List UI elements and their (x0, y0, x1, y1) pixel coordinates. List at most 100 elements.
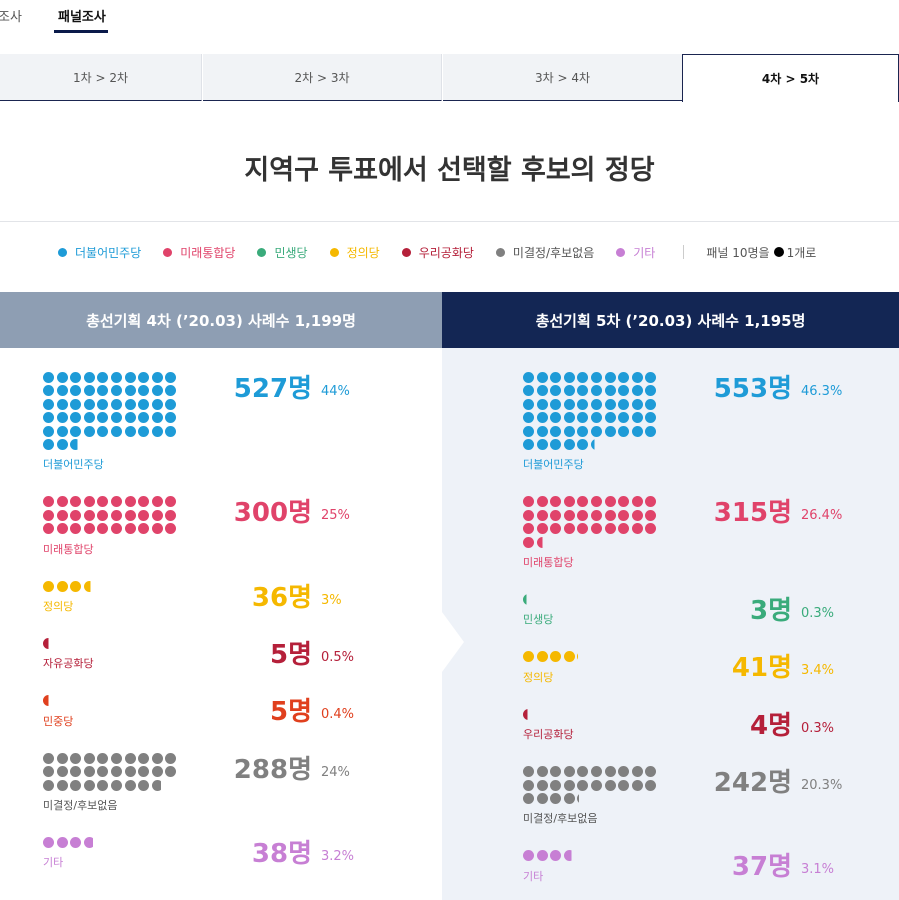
unit-dot (523, 425, 534, 437)
unit-dot (550, 792, 562, 804)
unit-dot (83, 372, 95, 383)
dot-grid (43, 638, 183, 651)
partial-unit-dot (536, 536, 548, 548)
unit-dot (536, 372, 548, 383)
tab-round-2-3[interactable]: 2차 > 3차 (203, 54, 442, 101)
unit-dot (165, 509, 177, 521)
title-divider (0, 221, 899, 222)
unit-dot (577, 372, 589, 383)
unit-dot (631, 412, 643, 424)
party-count-label: 36명 (251, 582, 312, 613)
unit-dot (56, 425, 68, 437)
unit-dot (83, 752, 95, 764)
legend-item: 기타 (616, 244, 655, 261)
unit-dot (124, 752, 136, 764)
top-tab-survey[interactable]: 조사 (0, 10, 22, 25)
unit-dot (83, 509, 95, 521)
unit-dot (550, 425, 562, 437)
unit-dot (83, 496, 95, 508)
unit-dot (590, 412, 602, 424)
legend-item: 민생당 (257, 244, 308, 261)
unit-dot (124, 496, 136, 508)
unit-dot (523, 385, 534, 397)
tab-round-1-2[interactable]: 1차 > 2차 (0, 54, 202, 101)
unit-dot (124, 372, 136, 383)
unit-dot (97, 412, 109, 424)
unit-dot (604, 766, 616, 778)
chart-title: 지역구 투표에서 선택할 후보의 정당 (244, 155, 655, 186)
panel-round-5: 더불어민주당 553명 46.3% 미래통합당 315명 26.4% 민생당 3명 0.3% 정의… (442, 348, 899, 900)
unit-dot (56, 372, 68, 383)
unit-dot (631, 398, 643, 410)
unit-dot (43, 438, 54, 450)
tab-round-3-4[interactable]: 3차 > 4차 (443, 54, 682, 101)
unit-note-suffix: 1개로 (786, 245, 817, 260)
panel-header-round-4: 총선기획 4차 (’20.03) 사례수 1,199명 (0, 292, 442, 348)
unit-dot (124, 523, 136, 535)
unit-dot (110, 766, 122, 778)
unit-dot (43, 425, 54, 437)
party-pct-label: 24% (321, 764, 350, 780)
unit-dot (124, 425, 136, 437)
unit-dot (43, 385, 54, 397)
unit-dot (618, 766, 630, 778)
party-pct-label: 3.2% (321, 849, 355, 864)
unit-dot (83, 523, 95, 535)
unit-dot (563, 398, 575, 410)
unit-dot (56, 766, 68, 778)
unit-dot (550, 372, 562, 383)
party-name: 기타 (43, 856, 64, 870)
unit-dot (43, 766, 54, 778)
unit-dot (83, 398, 95, 410)
unit-dot (151, 385, 163, 397)
unit-dot (70, 766, 82, 778)
dot-grid (43, 496, 183, 536)
unit-dot (604, 523, 616, 535)
unit-dot (138, 523, 150, 535)
unit-dot (56, 523, 68, 535)
unit-dot (124, 766, 136, 778)
party-pct-label: 0.4% (321, 707, 355, 723)
top-tab-panel-survey[interactable]: 패널조사 (58, 10, 106, 25)
unit-dot (563, 438, 575, 450)
unit-dot (577, 412, 589, 424)
unit-dot (645, 398, 657, 410)
unit-dot (83, 425, 95, 437)
party-name: 더불어민주당 (523, 458, 584, 472)
dot-grid (523, 496, 663, 550)
dot-grid (523, 372, 663, 452)
dot-grid (43, 837, 183, 850)
unit-dot (56, 752, 68, 764)
unit-dot (523, 523, 534, 535)
unit-dot (577, 385, 589, 397)
unit-dot (631, 496, 643, 508)
unit-dot (151, 523, 163, 535)
party-name: 자유공화당 (43, 657, 94, 671)
legend-dot-icon (163, 247, 173, 257)
dot-grid (43, 580, 183, 594)
tab-round-4-5[interactable]: 4차 > 5차 (682, 54, 899, 102)
unit-dot (523, 509, 534, 521)
unit-dot (56, 398, 68, 410)
unit-dot (124, 412, 136, 424)
party-name: 미결정/후보없음 (523, 812, 598, 826)
unit-dot (138, 509, 150, 521)
unit-dot (536, 385, 548, 397)
party-name: 미래통합당 (523, 555, 574, 569)
dot-grid (43, 695, 183, 708)
legend-label: 정의당 (346, 245, 380, 260)
unit-dot (618, 385, 630, 397)
legend-label: 우리공화당 (418, 245, 474, 260)
unit-dot (645, 385, 657, 397)
unit-dot (631, 779, 643, 791)
party-pct-label: 3.4% (801, 663, 835, 679)
unit-dot (97, 779, 109, 791)
unit-dot (645, 509, 657, 521)
unit-dot (604, 412, 616, 424)
unit-dot (151, 496, 163, 508)
partial-unit-dot (83, 837, 95, 848)
unit-dot (151, 425, 163, 437)
unit-dot (70, 496, 82, 508)
unit-dot (523, 496, 534, 508)
unit-dot (550, 509, 562, 521)
